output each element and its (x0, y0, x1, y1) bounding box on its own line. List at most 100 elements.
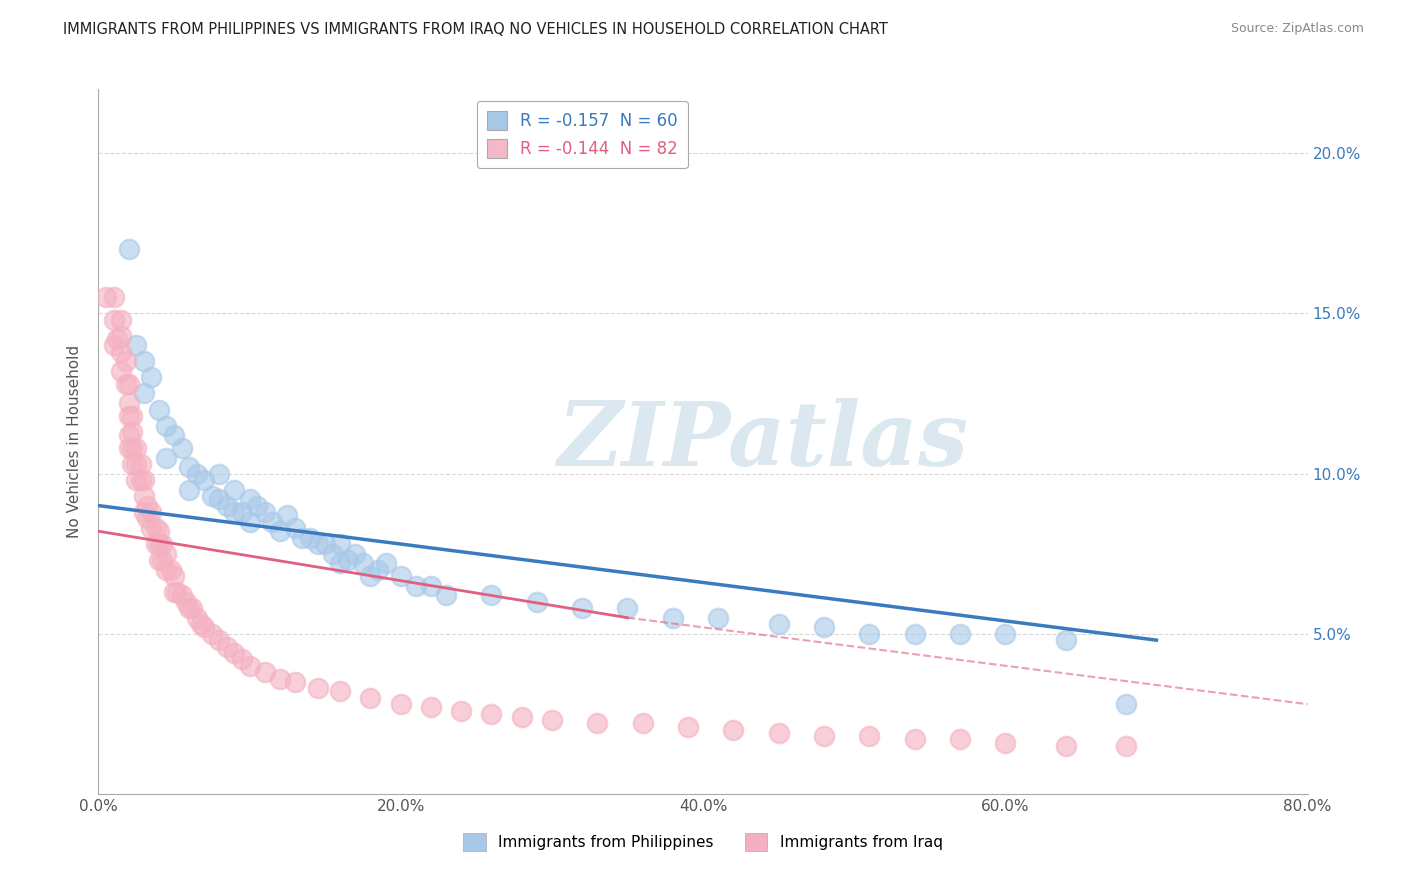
Point (174, 595, 197, 609)
Point (1054, 633, 1077, 648)
Point (110, 328, 132, 343)
Point (246, 499, 269, 513)
Point (329, 537, 352, 551)
Point (129, 473, 152, 487)
Point (215, 499, 238, 513)
Point (284, 674, 307, 689)
Y-axis label: No Vehicles in Household: No Vehicles in Household (67, 345, 83, 538)
Point (190, 617, 212, 632)
Point (322, 547, 344, 561)
Point (389, 569, 412, 583)
Point (125, 473, 148, 487)
Point (510, 710, 533, 724)
Point (118, 428, 141, 442)
Point (661, 610, 683, 624)
Point (360, 569, 382, 583)
Point (135, 511, 157, 525)
Point (239, 515, 262, 529)
Point (145, 521, 167, 535)
Point (215, 640, 238, 654)
Point (103, 338, 125, 352)
Point (121, 457, 143, 471)
Point (360, 690, 382, 705)
Point (118, 409, 141, 423)
Point (858, 729, 880, 743)
Point (269, 672, 291, 686)
Point (858, 626, 880, 640)
Point (239, 658, 262, 673)
Point (291, 531, 314, 545)
Point (179, 601, 201, 615)
Point (163, 569, 186, 583)
Point (141, 505, 163, 519)
Point (155, 450, 177, 465)
Point (571, 601, 593, 615)
Point (224, 483, 246, 497)
Point (616, 601, 638, 615)
Point (231, 652, 253, 666)
Point (949, 626, 972, 640)
Point (723, 723, 745, 737)
Point (949, 732, 972, 747)
Point (481, 706, 503, 721)
Point (329, 684, 352, 698)
Point (813, 729, 835, 743)
Point (121, 425, 143, 439)
Point (420, 579, 443, 593)
Point (141, 521, 163, 535)
Point (132, 473, 155, 487)
Point (148, 553, 170, 567)
Point (135, 499, 157, 513)
Point (276, 508, 298, 523)
Point (314, 537, 336, 551)
Point (118, 396, 141, 410)
Point (208, 467, 231, 481)
Point (201, 489, 224, 503)
Point (103, 290, 125, 304)
Point (145, 537, 167, 551)
Point (114, 376, 136, 391)
Point (179, 483, 201, 497)
Point (118, 243, 141, 257)
Point (114, 354, 136, 368)
Point (450, 704, 472, 718)
Point (193, 620, 215, 634)
Point (768, 726, 790, 740)
Point (179, 460, 201, 475)
Point (434, 588, 457, 602)
Point (336, 553, 359, 567)
Point (121, 441, 143, 455)
Point (269, 524, 291, 539)
Point (110, 313, 132, 327)
Point (170, 441, 193, 455)
Point (132, 489, 155, 503)
Point (148, 524, 170, 539)
Point (231, 505, 253, 519)
Point (129, 457, 152, 471)
Point (201, 626, 224, 640)
Point (224, 505, 246, 519)
Point (586, 716, 609, 731)
Point (186, 610, 208, 624)
Text: ZIPatlas: ZIPatlas (558, 399, 969, 484)
Point (94, 290, 117, 304)
Point (284, 521, 307, 535)
Point (186, 467, 208, 481)
Point (155, 547, 177, 561)
Point (239, 492, 262, 507)
Point (181, 601, 204, 615)
Point (132, 386, 155, 401)
Point (329, 556, 352, 570)
Point (224, 646, 246, 660)
Point (118, 376, 141, 391)
Point (307, 681, 329, 696)
Point (707, 610, 730, 624)
Point (110, 364, 132, 378)
Point (150, 537, 173, 551)
Point (768, 617, 790, 632)
Point (344, 547, 367, 561)
Point (253, 665, 276, 680)
Point (208, 492, 231, 507)
Point (994, 736, 1017, 750)
Point (994, 626, 1017, 640)
